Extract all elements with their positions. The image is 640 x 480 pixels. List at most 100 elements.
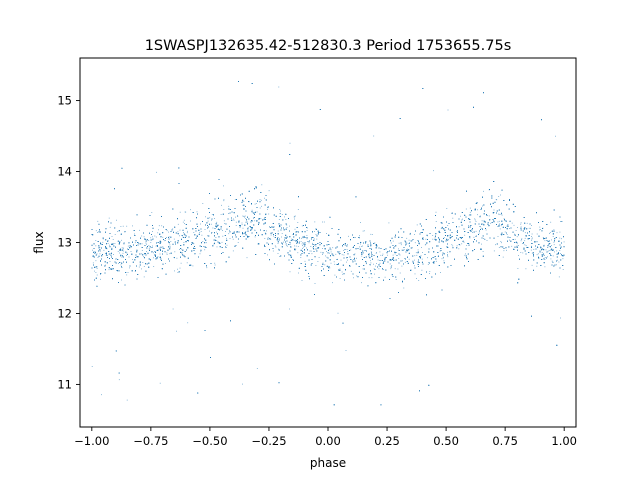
data-point <box>498 247 500 248</box>
data-point <box>416 254 418 256</box>
data-point <box>414 234 415 235</box>
data-point <box>162 246 164 248</box>
data-point <box>247 227 249 229</box>
data-point <box>309 250 311 252</box>
data-point <box>324 264 326 266</box>
data-point <box>245 218 247 219</box>
data-point <box>211 232 213 233</box>
data-point <box>407 243 409 245</box>
data-point <box>279 256 281 257</box>
data-point <box>394 268 396 270</box>
data-point <box>459 244 461 246</box>
data-point <box>253 217 254 219</box>
data-point <box>184 211 186 213</box>
data-point <box>421 247 422 248</box>
data-point <box>285 219 287 220</box>
data-point <box>121 267 123 268</box>
data-point <box>242 204 244 206</box>
data-point <box>456 245 458 247</box>
data-point <box>387 254 388 256</box>
data-point <box>560 253 561 254</box>
chart-title: 1SWASPJ132635.42-512830.3 Period 1753655… <box>145 38 512 54</box>
data-point <box>95 272 97 273</box>
data-point <box>121 247 123 249</box>
data-point <box>326 251 327 252</box>
data-point <box>92 262 94 264</box>
data-point <box>254 203 256 205</box>
data-point <box>179 249 180 250</box>
data-point <box>169 244 171 246</box>
data-point <box>296 243 297 244</box>
data-point <box>522 252 524 254</box>
data-point <box>301 280 303 281</box>
data-point <box>361 245 363 247</box>
data-point <box>499 223 500 225</box>
data-point <box>264 222 266 223</box>
data-point <box>556 250 558 252</box>
data-point <box>233 218 234 220</box>
data-point <box>544 240 546 242</box>
data-point <box>389 263 391 265</box>
data-point <box>234 232 235 234</box>
data-point <box>111 247 113 249</box>
data-point <box>180 251 182 253</box>
data-point <box>294 215 296 217</box>
data-point <box>214 218 215 219</box>
data-point <box>412 260 414 262</box>
data-point <box>474 219 476 221</box>
data-point <box>339 253 340 255</box>
data-point <box>476 235 477 237</box>
data-point <box>259 207 261 209</box>
data-point <box>414 259 415 261</box>
data-point <box>511 245 513 247</box>
data-point <box>103 249 105 251</box>
data-point <box>242 215 244 217</box>
data-point <box>493 220 495 222</box>
data-point <box>141 253 143 255</box>
data-point <box>376 252 377 253</box>
data-point <box>216 246 218 248</box>
data-point <box>466 245 468 246</box>
data-point <box>128 256 130 258</box>
data-point <box>228 233 230 235</box>
data-point <box>139 262 141 264</box>
data-point <box>377 257 378 258</box>
data-point <box>105 264 106 266</box>
data-point <box>330 248 332 250</box>
data-point <box>318 247 320 249</box>
data-point <box>483 238 484 239</box>
data-point <box>244 216 245 218</box>
data-point <box>435 221 437 222</box>
data-point <box>461 219 463 221</box>
data-point <box>326 256 328 258</box>
data-point <box>258 222 260 224</box>
data-point <box>196 237 197 238</box>
data-point <box>289 308 290 310</box>
data-point <box>428 262 429 264</box>
data-point <box>204 229 206 230</box>
data-point <box>388 222 390 224</box>
data-point <box>126 399 128 401</box>
data-point <box>374 242 376 244</box>
data-point <box>427 235 428 237</box>
data-point <box>105 247 106 249</box>
data-point <box>177 231 179 233</box>
data-point <box>290 256 292 257</box>
data-point <box>502 256 504 258</box>
data-point <box>121 256 123 258</box>
data-point <box>281 214 283 215</box>
data-point <box>215 237 217 238</box>
data-point <box>369 264 371 266</box>
data-point <box>365 262 367 263</box>
data-point <box>517 268 519 269</box>
data-point <box>270 234 272 236</box>
data-point <box>394 253 396 255</box>
data-point <box>184 223 185 224</box>
data-point <box>285 243 287 245</box>
data-point <box>434 236 436 238</box>
data-point <box>500 241 502 242</box>
data-point <box>337 258 338 260</box>
data-point <box>333 255 335 257</box>
data-point <box>350 249 352 251</box>
data-point <box>373 263 374 265</box>
